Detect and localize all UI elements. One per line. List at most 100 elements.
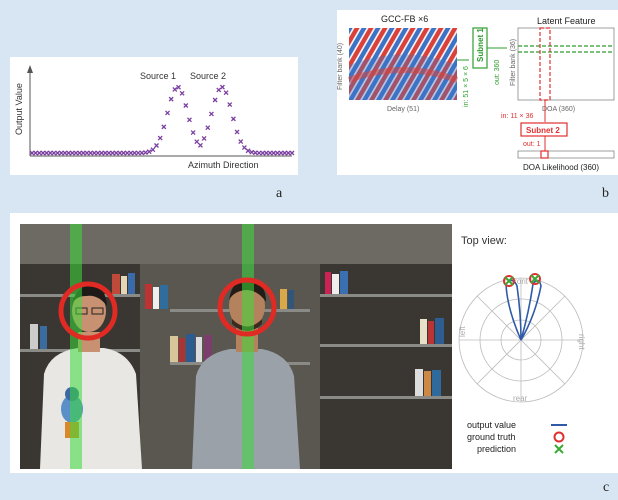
gcc-y-label: Filter bank (40)	[337, 43, 344, 90]
books	[30, 271, 444, 396]
output-marker	[190, 130, 196, 136]
output-marker	[36, 150, 42, 156]
latent-x-label: DOA (360)	[542, 106, 575, 113]
source-2-label: Source 2	[190, 71, 226, 81]
output-marker	[168, 96, 174, 102]
output-marker	[271, 150, 277, 156]
output-marker	[289, 150, 295, 156]
network-diagram: GCC-FB ×6 Filter bank (40) Delay (51) in…	[337, 14, 615, 172]
output-marker	[157, 135, 163, 141]
output-marker	[77, 150, 83, 156]
output-marker	[150, 147, 156, 153]
latent-title: Latent Feature	[537, 16, 596, 26]
prediction-bar-2	[242, 224, 254, 469]
output-marker	[128, 150, 134, 156]
output-marker	[201, 135, 207, 141]
output-marker	[234, 129, 240, 135]
output-marker	[241, 145, 247, 151]
latent-y-label: Filter bank (36)	[510, 39, 517, 86]
output-marker	[263, 150, 269, 156]
ground-truth-marker-2	[529, 273, 541, 285]
x-axis-label: Azimuth Direction	[188, 160, 259, 170]
prediction-bar-1	[70, 224, 82, 469]
output-marker	[117, 150, 123, 156]
latent-feature-map	[517, 27, 615, 101]
output-marker	[29, 150, 35, 156]
scene-photo	[20, 224, 452, 469]
output-marker	[102, 150, 108, 156]
output-marker	[66, 150, 72, 156]
output-marker	[132, 150, 137, 156]
ground-truth-marker-1	[503, 275, 515, 287]
output-marker	[154, 143, 159, 148]
output-marker	[230, 116, 236, 122]
top-view-title: Top view:	[461, 235, 507, 247]
subnet1-input: in: 51 × 5 × 6	[463, 66, 470, 107]
legend-ground-truth: ground truth	[467, 432, 516, 442]
output-marker	[33, 150, 39, 156]
output-marker	[278, 150, 284, 156]
subnet1-name: Subnet 1	[476, 28, 485, 62]
output-marker	[161, 124, 167, 130]
output-marker	[143, 150, 148, 156]
output-marker	[172, 86, 178, 92]
output-marker	[227, 102, 233, 107]
output-marker	[260, 150, 266, 156]
subnet2-input: in: 11 × 36	[501, 113, 533, 120]
azimuth-output-plot: Output Value Azimuth Direction Source 1 …	[14, 65, 295, 170]
output-marker	[106, 150, 112, 156]
output-marker	[256, 150, 262, 156]
polar-right-label: right	[577, 334, 586, 350]
legend-cross-icon	[554, 444, 564, 454]
likelihood-label: DOA Likelihood (360)	[523, 163, 599, 172]
source-1-label: Source 1	[140, 71, 176, 81]
output-markers	[29, 84, 295, 156]
top-view-plot: Top view: front rear left right output v…	[458, 235, 586, 454]
output-marker	[91, 150, 97, 156]
y-axis-arrow-icon	[27, 65, 33, 73]
gcc-curve-band	[347, 67, 459, 83]
subnet2-box	[520, 122, 568, 137]
legend-prediction: prediction	[477, 444, 516, 454]
legend: output value ground truth prediction	[467, 420, 567, 454]
output-marker	[47, 150, 53, 156]
subnet2-output: out: 1	[523, 141, 541, 148]
output-marker	[219, 84, 225, 90]
ground-truth-circle-2	[217, 277, 277, 337]
output-marker	[113, 150, 119, 156]
gcc-title: GCC-FB ×6	[381, 14, 428, 24]
output-marker	[110, 150, 116, 156]
y-axis-label: Output Value	[14, 83, 24, 135]
doa-likelihood-marker	[540, 150, 549, 159]
output-marker	[282, 150, 288, 156]
panel-b-tag: b	[602, 186, 609, 201]
output-marker	[165, 110, 170, 116]
output-marker	[73, 150, 79, 156]
output-marker	[40, 150, 46, 156]
ceiling	[20, 224, 452, 264]
output-lobe-left	[505, 279, 522, 341]
output-marker	[124, 150, 130, 156]
output-marker	[223, 90, 229, 96]
output-marker	[205, 125, 211, 131]
output-marker	[99, 150, 105, 156]
output-marker	[55, 150, 61, 156]
prediction-marker-1	[504, 276, 514, 286]
output-marker	[84, 150, 90, 156]
output-marker	[212, 97, 218, 103]
output-marker	[146, 149, 152, 155]
polar-rear-label: rear	[513, 394, 528, 403]
output-marker	[179, 90, 185, 96]
top-view-panel: Top view: front rear left right output v…	[455, 224, 615, 469]
output-marker	[121, 150, 127, 156]
output-marker	[197, 142, 203, 148]
subnet2-name: Subnet 2	[526, 126, 560, 135]
ground-truth-circle-1	[58, 281, 118, 341]
output-marker	[88, 150, 94, 156]
panel-a-tag: a	[276, 186, 283, 201]
panel-b: GCC-FB ×6 Filter bank (40) Delay (51) in…	[337, 10, 618, 175]
polar-left-label: left	[458, 326, 467, 337]
output-marker	[249, 149, 255, 155]
output-marker	[245, 148, 251, 154]
output-marker	[187, 117, 192, 123]
